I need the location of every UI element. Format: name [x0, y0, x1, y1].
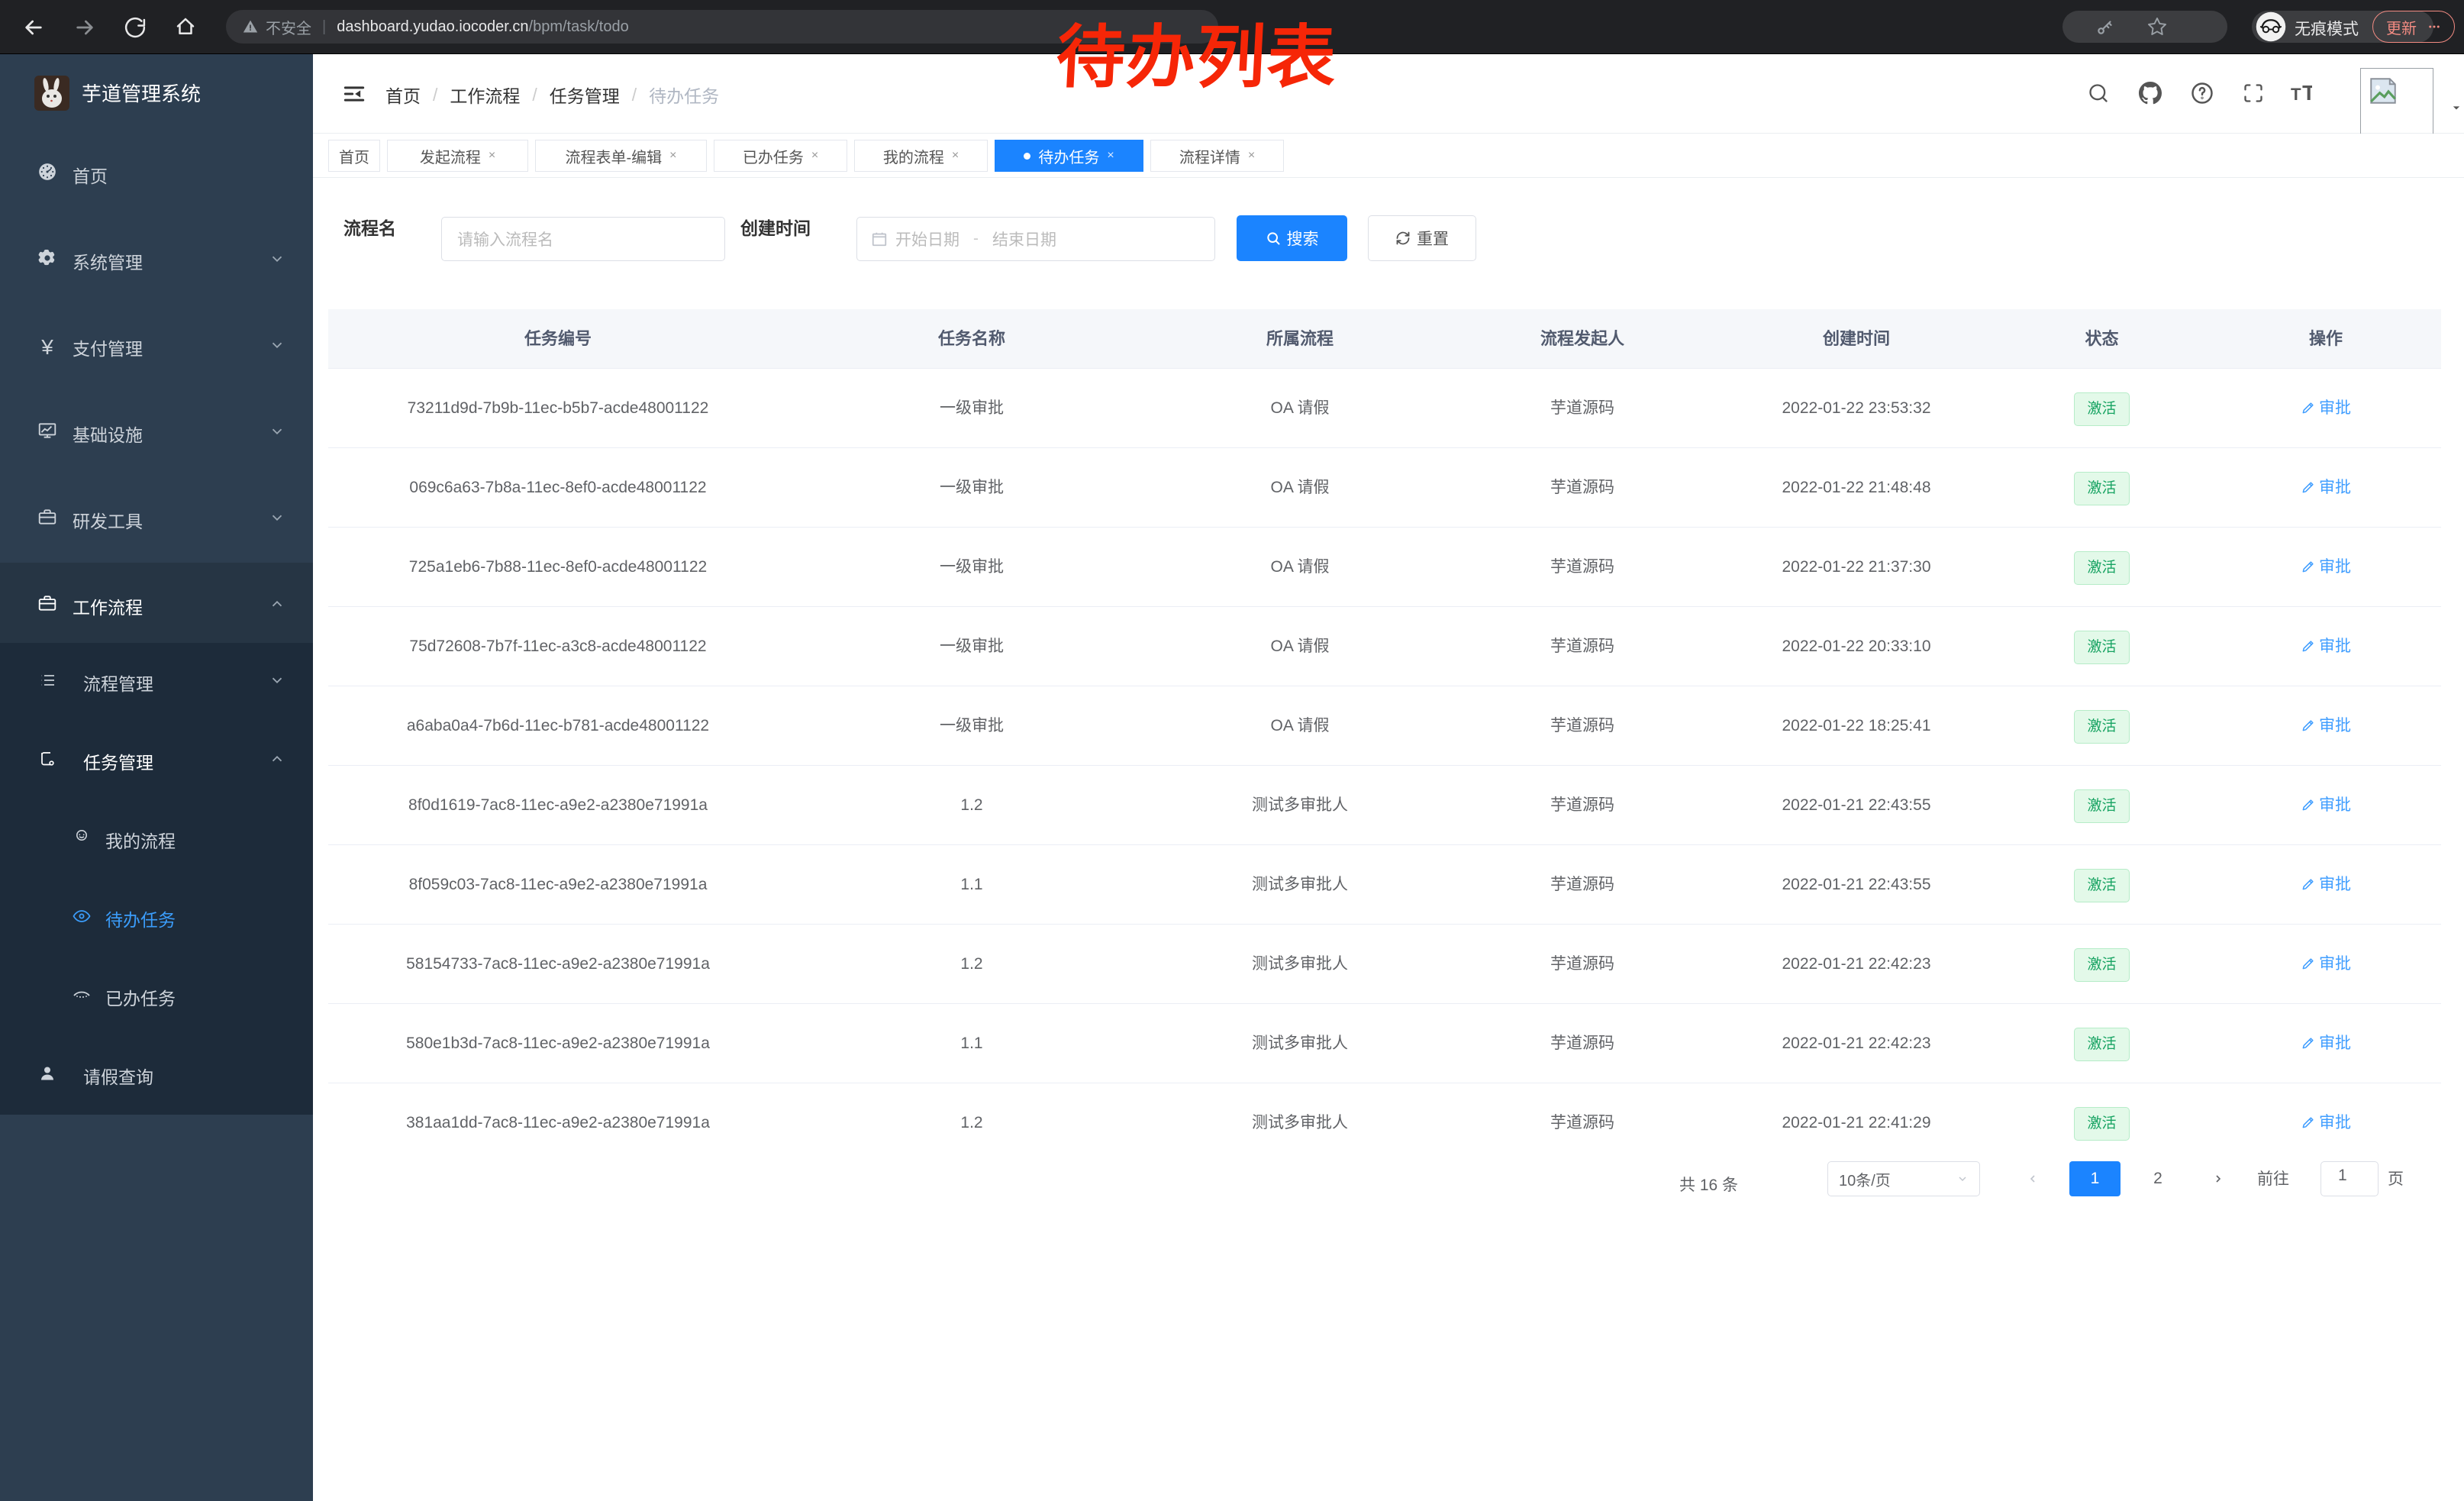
- svg-text:T: T: [2302, 83, 2312, 105]
- svg-text:T: T: [2291, 85, 2301, 104]
